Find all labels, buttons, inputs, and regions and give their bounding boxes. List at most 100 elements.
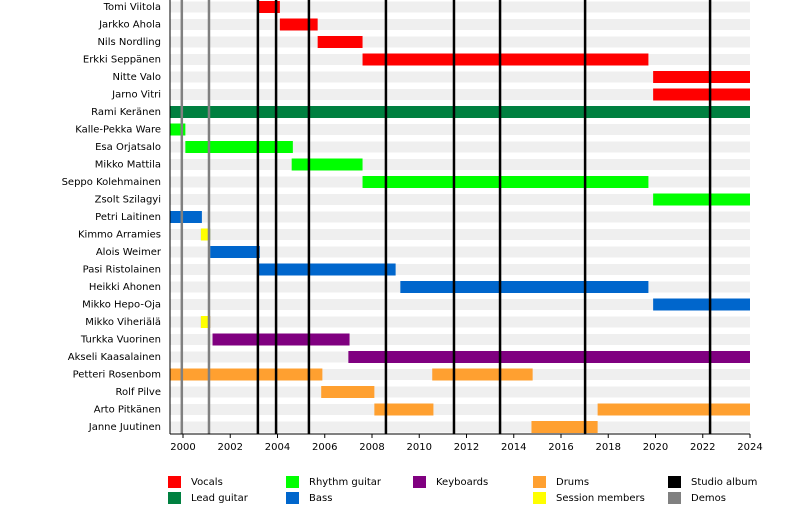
- legend-label: Demos: [691, 493, 726, 504]
- row-label: Alois Weimer: [96, 247, 162, 258]
- bar: [653, 71, 750, 83]
- row-band: [170, 19, 750, 30]
- row-band: [170, 36, 750, 48]
- row-band: [170, 1, 750, 13]
- row-label: Arto Pitkänen: [94, 405, 161, 416]
- row-label: Rolf Pilve: [115, 387, 161, 398]
- bar: [374, 403, 434, 416]
- legend-label: Vocals: [191, 477, 223, 488]
- row-band: [170, 211, 750, 223]
- legend-swatch: [533, 476, 546, 488]
- bar: [291, 158, 363, 171]
- bar: [531, 421, 598, 433]
- x-tick-label: 2000: [170, 442, 195, 453]
- legend-swatch: [286, 492, 299, 504]
- bar: [258, 263, 396, 276]
- bar: [653, 193, 750, 206]
- bar: [653, 88, 750, 101]
- bar: [200, 316, 211, 328]
- x-tick-label: 2018: [596, 442, 621, 453]
- legend-swatch: [168, 476, 181, 488]
- row-label: Turkka Vuorinen: [80, 335, 161, 346]
- x-tick-label: 2012: [454, 442, 479, 453]
- legend-label: Lead guitar: [191, 493, 249, 504]
- bar: [279, 18, 318, 31]
- bar: [348, 351, 750, 363]
- row-label: Petteri Rosenbom: [73, 370, 161, 381]
- row-label: Nils Nordling: [97, 37, 161, 48]
- bar: [170, 106, 750, 118]
- row-band: [170, 421, 750, 433]
- row-band: [170, 264, 750, 275]
- bar: [212, 333, 350, 346]
- row-label: Tomi Viitola: [103, 2, 161, 13]
- row-label: Nitte Valo: [112, 72, 161, 83]
- x-tick-label: 2024: [737, 442, 762, 453]
- row-band: [170, 316, 750, 328]
- x-tick-label: 2004: [265, 442, 290, 453]
- row-band: [170, 124, 750, 135]
- row-label: Jarkko Ahola: [98, 20, 161, 31]
- row-band: [170, 141, 750, 153]
- bar: [400, 281, 649, 293]
- row-band: [170, 246, 750, 258]
- bar: [321, 386, 375, 398]
- row-label: Jarno Vitri: [111, 90, 161, 101]
- legend-label: Drums: [556, 477, 589, 488]
- bar: [362, 176, 649, 188]
- x-tick-label: 2020: [643, 442, 668, 453]
- row-band: [170, 334, 750, 345]
- legend-label: Rhythm guitar: [309, 477, 382, 488]
- bar: [258, 1, 280, 13]
- bar: [170, 211, 202, 223]
- row-band: [170, 404, 750, 415]
- x-tick-label: 2002: [218, 442, 243, 453]
- row-band: [170, 71, 750, 83]
- bar: [185, 141, 293, 153]
- legend-label: Session members: [556, 493, 645, 504]
- x-tick-label: 2006: [312, 442, 337, 453]
- row-label: Akseli Kaasalainen: [68, 352, 161, 363]
- row-band: [170, 229, 750, 240]
- legend-swatch: [668, 492, 681, 504]
- row-band: [170, 89, 750, 100]
- row-label: Seppo Kolehmainen: [62, 177, 161, 188]
- bar: [200, 228, 211, 241]
- row-label: Rami Keränen: [91, 107, 161, 118]
- row-band: [170, 386, 750, 398]
- bar: [597, 403, 750, 416]
- bar: [653, 298, 750, 311]
- row-band: [170, 159, 750, 170]
- legend-swatch: [533, 492, 546, 504]
- row-label: Mikko Hepo-Oja: [82, 300, 161, 311]
- x-tick-label: 2010: [407, 442, 432, 453]
- legend-label: Bass: [309, 493, 332, 504]
- legend-label: Studio album: [691, 477, 757, 488]
- x-tick-label: 2016: [548, 442, 573, 453]
- bar: [210, 246, 260, 258]
- legend-swatch: [668, 476, 681, 488]
- bar: [432, 368, 533, 381]
- bar: [317, 36, 363, 48]
- legend-swatch: [413, 476, 426, 488]
- row-band: [170, 194, 750, 205]
- row-label: Erkki Seppänen: [83, 55, 161, 66]
- x-tick-label: 2022: [690, 442, 715, 453]
- row-label: Pasi Ristolainen: [83, 265, 161, 276]
- legend-swatch: [286, 476, 299, 488]
- row-label: Petri Laitinen: [95, 212, 161, 223]
- row-label: Kalle-Pekka Ware: [75, 125, 161, 136]
- legend-label: Keyboards: [436, 477, 488, 488]
- row-band: [170, 299, 750, 310]
- x-tick-label: 2008: [359, 442, 384, 453]
- bar: [170, 368, 323, 381]
- x-tick-label: 2014: [501, 442, 526, 453]
- row-label: Kimmo Arramies: [78, 230, 161, 241]
- row-label: Mikko Viheriälä: [85, 317, 161, 328]
- row-label: Zsolt Szilagyi: [95, 195, 161, 206]
- row-label: Mikko Mattila: [95, 160, 161, 171]
- row-label: Esa Orjatsalo: [95, 142, 161, 153]
- bar: [362, 53, 649, 66]
- row-label: Janne Juutinen: [88, 422, 161, 433]
